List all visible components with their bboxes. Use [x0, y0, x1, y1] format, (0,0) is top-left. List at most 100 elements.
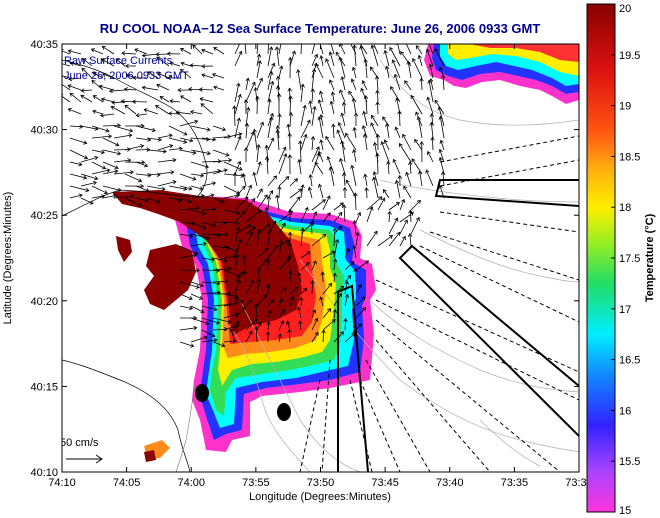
- current-vector: [253, 129, 258, 151]
- current-vector: [179, 120, 198, 127]
- current-vector: [102, 46, 115, 55]
- current-vector: [432, 137, 434, 151]
- current-vector: [135, 185, 150, 192]
- current-vector-head: [312, 309, 317, 314]
- current-vector: [428, 80, 434, 103]
- x-tick-label: 73:50: [307, 477, 335, 489]
- current-vector-head: [308, 173, 313, 179]
- current-vector-head: [223, 168, 228, 173]
- current-vector-head: [114, 169, 119, 174]
- current-vector: [341, 140, 346, 163]
- current-vector-head: [315, 146, 320, 151]
- current-vector-head: [298, 188, 303, 193]
- current-vector-head: [402, 133, 406, 138]
- current-vector: [388, 232, 401, 247]
- current-vector-head: [426, 96, 431, 101]
- current-vector-head: [348, 90, 353, 95]
- current-vector: [289, 286, 299, 295]
- current-vector: [399, 199, 405, 211]
- current-vector-head: [183, 186, 188, 191]
- current-vector: [311, 199, 326, 211]
- current-vector: [234, 254, 239, 271]
- current-vector-head: [141, 160, 146, 165]
- current-vector-head: [353, 192, 358, 197]
- current-vector-head: [121, 51, 126, 56]
- current-vector-head: [245, 106, 251, 111]
- current-vector: [366, 231, 378, 247]
- current-vector-head: [328, 79, 334, 84]
- current-vector-head: [83, 155, 89, 160]
- current-vector: [399, 236, 406, 247]
- current-vector-head: [403, 185, 408, 190]
- current-vector: [223, 221, 239, 224]
- current-vector-head: [425, 169, 430, 174]
- current-vector-head: [237, 160, 242, 166]
- current-vector-head: [337, 122, 342, 127]
- current-vector: [354, 192, 357, 211]
- current-vector-head: [141, 53, 146, 58]
- current-vector-head: [321, 199, 326, 204]
- current-vector-head: [277, 185, 282, 190]
- current-vector-head: [288, 56, 293, 61]
- current-vector-head: [166, 51, 171, 57]
- current-vector: [311, 234, 326, 247]
- current-vector-head: [282, 146, 287, 151]
- current-vector: [179, 207, 200, 211]
- current-vector-head: [438, 115, 443, 120]
- current-vector: [213, 47, 225, 55]
- current-vector-head: [397, 110, 402, 115]
- current-vector-head: [123, 87, 128, 92]
- current-vector-head: [68, 76, 73, 82]
- current-vector-head: [403, 37, 406, 40]
- current-vector: [333, 225, 342, 235]
- current-vector-head: [275, 129, 280, 134]
- current-vector-head: [236, 82, 241, 87]
- current-vector-head: [297, 272, 302, 277]
- current-vector-head: [370, 122, 375, 127]
- current-vector-head: [80, 88, 85, 93]
- current-vector-head: [332, 308, 338, 314]
- current-vector: [102, 149, 121, 155]
- colorbar-tick-label: 17: [619, 304, 631, 316]
- current-vector: [223, 300, 244, 307]
- current-vector-head: [371, 39, 375, 42]
- current-vector: [353, 149, 357, 163]
- current-vector: [439, 149, 445, 163]
- current-vector-head: [346, 36, 349, 40]
- current-vector: [339, 89, 346, 103]
- current-vector-head: [340, 331, 345, 336]
- current-vector-head: [429, 121, 434, 126]
- current-vector: [318, 151, 324, 163]
- current-vector-head: [390, 86, 395, 91]
- current-vector-head: [266, 320, 271, 326]
- current-vector-head: [238, 132, 243, 137]
- current-vector: [377, 235, 393, 247]
- current-vector: [439, 116, 445, 139]
- current-vector: [267, 220, 277, 235]
- x-tick-label: 73:30: [565, 477, 593, 489]
- current-vector-head: [179, 47, 185, 52]
- current-vector: [170, 62, 181, 67]
- current-vector: [333, 258, 336, 271]
- current-vector-head: [303, 287, 308, 292]
- current-vector: [429, 64, 434, 79]
- current-vector-head: [102, 72, 107, 78]
- current-vector-head: [169, 144, 174, 149]
- current-vector: [329, 167, 335, 187]
- current-vector: [311, 318, 318, 331]
- current-vector: [339, 44, 346, 55]
- current-vector-head: [393, 73, 398, 78]
- current-vector-head: [299, 296, 304, 301]
- current-vector: [179, 327, 197, 331]
- current-vector-head: [253, 318, 258, 323]
- current-vector: [300, 105, 306, 127]
- current-vector: [212, 257, 227, 262]
- current-vector-head: [310, 221, 315, 226]
- current-vector-head: [265, 331, 271, 336]
- current-vector-head: [256, 143, 261, 149]
- current-vector-head: [115, 58, 120, 63]
- current-vector: [180, 62, 192, 67]
- current-vector: [322, 251, 336, 259]
- current-vector-head: [300, 227, 305, 232]
- current-vector: [365, 95, 368, 115]
